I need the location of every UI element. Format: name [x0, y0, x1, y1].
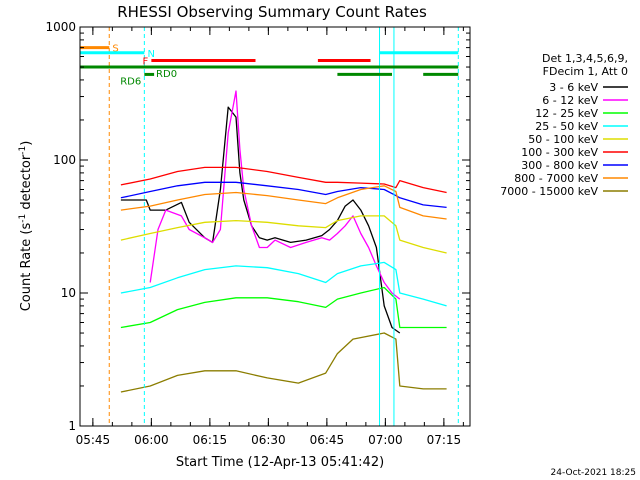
series-line-6 — [120, 166, 447, 194]
series-layer — [120, 90, 447, 393]
series-line-2 — [149, 90, 401, 300]
state-label-rd0: RD0 — [156, 69, 177, 80]
legend-label-4: 25 - 50 keV — [535, 120, 598, 133]
state-label-s: S — [112, 44, 118, 55]
series-line-8 — [120, 185, 447, 220]
x-tick-label-1: 05:45 — [76, 433, 111, 447]
legend-label-3: 12 - 25 keV — [535, 107, 598, 120]
state-label-f: F — [142, 56, 148, 67]
x-tick-label-5: 06:45 — [310, 433, 345, 447]
x-tick-label-7: 07:15 — [427, 433, 462, 447]
legend-label-6: 100 - 300 keV — [521, 146, 598, 159]
x-tick-label-4: 06:30 — [251, 433, 286, 447]
y-tick-label-1: 1 — [68, 419, 76, 433]
series-line-9 — [120, 332, 447, 393]
series-line-3 — [120, 286, 447, 329]
y-axis-label: Count Rate (s-1 detector-1) — [18, 141, 34, 312]
legend-label-1: 3 - 6 keV — [549, 81, 598, 94]
plot-frame — [79, 26, 471, 427]
series-line-7 — [120, 181, 447, 209]
legend-label-8: 800 - 7000 keV — [514, 172, 598, 185]
x-tick-label-3: 06:15 — [193, 433, 228, 447]
state-layer: S NF RD0 RD6 — [80, 44, 459, 87]
axes-layer: 05:45 06:00 06:15 06:30 06:45 07:00 07:15 1 10 10… — [45, 20, 470, 447]
state-label-rd6: RD6 — [120, 76, 141, 87]
legend-header-2: FDecim 1, Att 0 — [543, 65, 628, 78]
series-line-5 — [120, 215, 447, 254]
legend-label-5: 50 - 100 keV — [528, 133, 598, 146]
y-tick-label-3: 100 — [53, 153, 76, 167]
x-tick-label-6: 07:00 — [368, 433, 403, 447]
state-label-n: N — [147, 49, 154, 60]
y-tick-label-2: 10 — [61, 286, 76, 300]
y-tick-label-4: 1000 — [45, 20, 76, 34]
legend-header-1: Det 1,3,4,5,6,9, — [542, 52, 628, 65]
legend: Det 1,3,4,5,6,9,FDecim 1, Att 0 3 - 6 keV… — [500, 52, 628, 198]
x-tick-label-2: 06:00 — [134, 433, 169, 447]
legend-label-7: 300 - 800 keV — [521, 159, 598, 172]
x-axis-label: Start Time (12-Apr-13 05:41:42) — [176, 455, 384, 470]
series-line-4 — [120, 261, 447, 307]
legend-label-2: 6 - 12 keV — [542, 94, 598, 107]
footer-date: 24-Oct-2021 18:25 — [551, 468, 636, 478]
chart-title: RHESSI Observing Summary Count Rates — [117, 3, 427, 21]
series-line-1 — [120, 106, 401, 334]
legend-label-9: 7000 - 15000 keV — [500, 185, 598, 198]
